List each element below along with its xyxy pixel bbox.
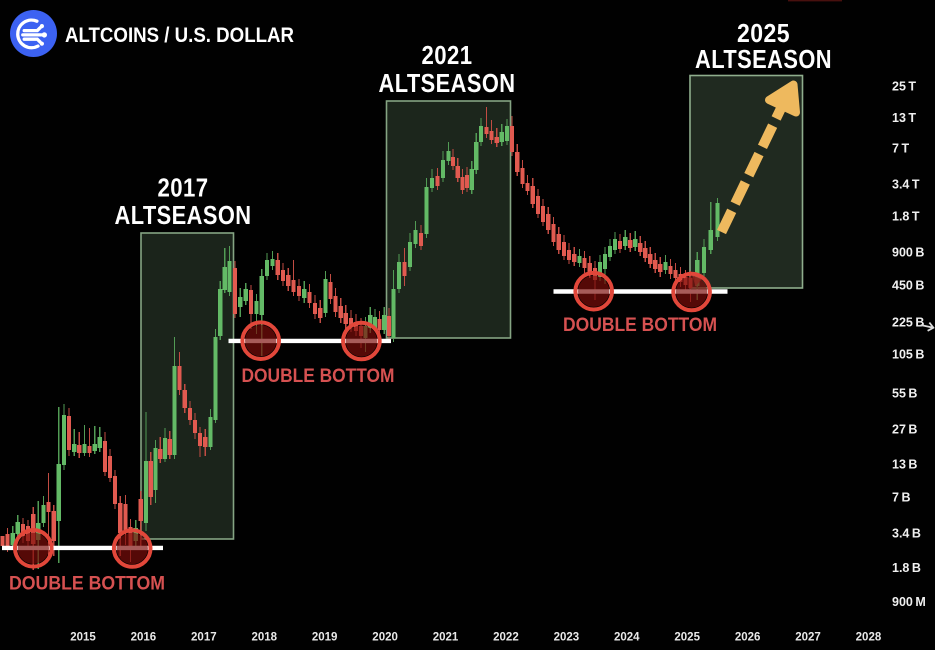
svg-text:13 B: 13 B: [892, 458, 917, 472]
svg-text:DOUBLE BOTTOM: DOUBLE BOTTOM: [563, 314, 717, 336]
svg-text:2023: 2023: [554, 632, 580, 644]
svg-text:2022: 2022: [493, 632, 519, 644]
svg-text:ALTSEASON: ALTSEASON: [695, 44, 832, 74]
svg-text:2018: 2018: [251, 632, 277, 644]
svg-text:2021: 2021: [433, 632, 459, 644]
svg-text:1.8 T: 1.8 T: [892, 210, 920, 224]
svg-text:2021: 2021: [422, 40, 473, 70]
svg-text:27 B: 27 B: [892, 423, 917, 437]
svg-text:450 B: 450 B: [892, 279, 924, 293]
svg-text:13 T: 13 T: [892, 111, 916, 125]
svg-text:55 B: 55 B: [892, 387, 917, 401]
svg-text:1.8 B: 1.8 B: [892, 561, 921, 575]
svg-text:2027: 2027: [795, 632, 821, 644]
svg-text:DOUBLE BOTTOM: DOUBLE BOTTOM: [9, 573, 165, 595]
svg-text:2017: 2017: [158, 173, 209, 203]
svg-text:ALTCOINS / U.S. DOLLAR: ALTCOINS / U.S. DOLLAR: [65, 23, 294, 47]
svg-text:2017: 2017: [191, 632, 217, 644]
svg-text:2019: 2019: [312, 632, 338, 644]
svg-text:225 B: 225 B: [892, 316, 924, 330]
svg-text:3.4 B: 3.4 B: [892, 527, 921, 541]
svg-text:7 T: 7 T: [892, 142, 909, 156]
svg-text:2024: 2024: [614, 632, 640, 644]
svg-text:2025: 2025: [737, 18, 790, 48]
svg-text:900 M: 900 M: [892, 595, 926, 609]
svg-text:25 T: 25 T: [892, 80, 916, 94]
svg-text:105 B: 105 B: [892, 348, 924, 362]
svg-text:2026: 2026: [735, 632, 761, 644]
svg-text:7 B: 7 B: [892, 491, 910, 505]
svg-text:3.4 T: 3.4 T: [892, 178, 920, 192]
svg-text:2028: 2028: [856, 632, 882, 644]
svg-text:DOUBLE BOTTOM: DOUBLE BOTTOM: [242, 365, 395, 387]
svg-text:ALTSEASON: ALTSEASON: [379, 68, 516, 98]
svg-text:2020: 2020: [372, 632, 398, 644]
svg-text:2015: 2015: [70, 632, 96, 644]
svg-text:900 B: 900 B: [892, 246, 924, 260]
svg-text:2025: 2025: [674, 632, 700, 644]
svg-text:ALTSEASON: ALTSEASON: [115, 200, 252, 230]
svg-text:2016: 2016: [131, 632, 157, 644]
